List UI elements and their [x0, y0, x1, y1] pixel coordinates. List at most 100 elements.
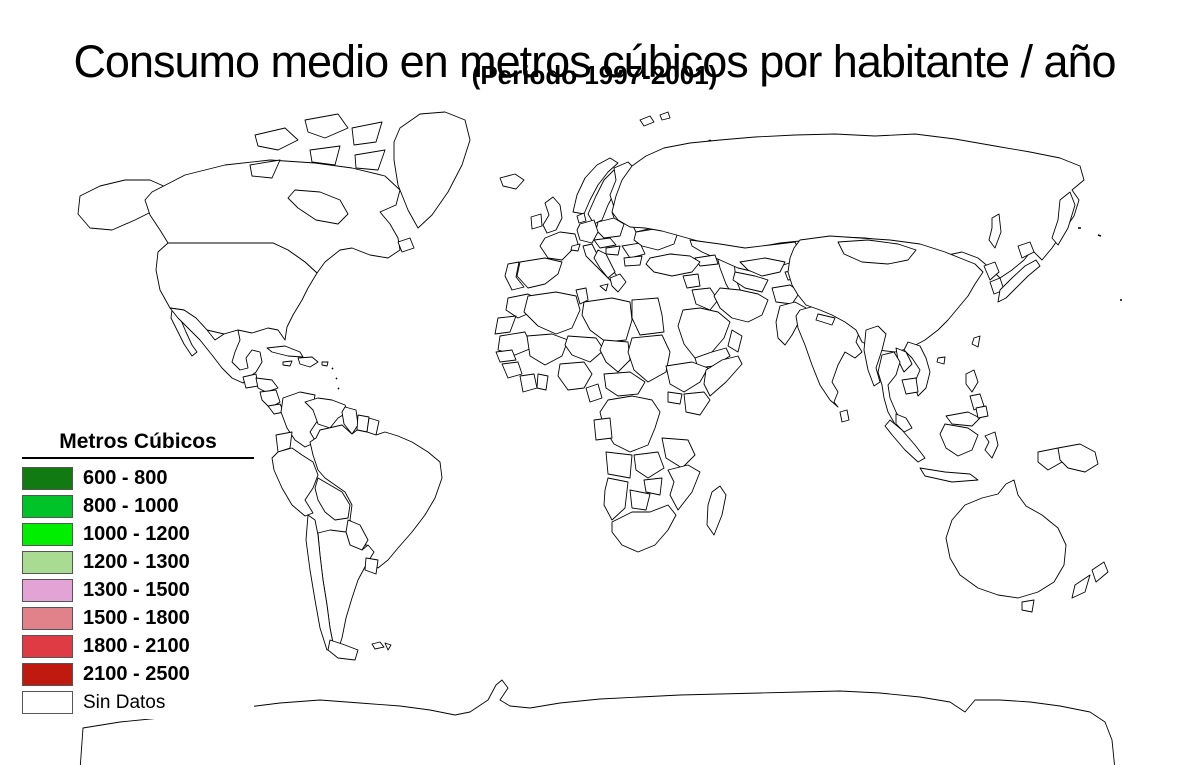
legend-label: Sin Datos [83, 691, 166, 713]
region-chile [305, 514, 335, 651]
region-saudi-arabia [677, 307, 731, 359]
legend-label: 1000 - 1200 [83, 523, 190, 545]
region-newfoundland [397, 237, 415, 253]
region-new-zealand-north [1091, 561, 1109, 583]
region-usa [155, 242, 318, 341]
region-nepal [815, 313, 836, 326]
legend-label: 1200 - 1300 [83, 551, 190, 573]
region-honduras [255, 377, 279, 393]
region-nigeria [557, 361, 593, 391]
region-romania [621, 242, 646, 259]
region-hainan [936, 356, 946, 365]
region-mali [526, 333, 569, 366]
region-balkans [593, 249, 616, 279]
region-arctic-island [254, 127, 299, 151]
region-iceland [499, 173, 525, 190]
region-egypt [631, 297, 665, 336]
region-algeria [523, 291, 581, 335]
legend-label: 1300 - 1500 [83, 579, 190, 601]
legend-label: 1800 - 2100 [83, 635, 190, 657]
region-austria-czech [593, 237, 617, 249]
region-spain [516, 257, 563, 289]
legend-swatch-sin-datos [22, 691, 73, 714]
region-bolivia [314, 477, 351, 521]
region-kenya [683, 391, 711, 416]
region-sudan [627, 334, 671, 383]
legend-swatch-1500-1800 [22, 607, 73, 630]
region-peru [271, 447, 319, 517]
region-china [787, 235, 984, 353]
region-uruguay [364, 557, 379, 575]
region-ethiopia [665, 361, 709, 393]
region-arctic-island [304, 113, 349, 139]
region-syria [682, 273, 701, 289]
region-chad [599, 339, 631, 373]
region-central-african-rep [603, 371, 646, 397]
pacific-island-specks [1078, 227, 1122, 301]
legend-row: Sin Datos [22, 691, 254, 714]
legend-swatch-800-1000 [22, 495, 73, 518]
region-libya [581, 297, 633, 343]
legend-swatch-600-800 [22, 467, 73, 490]
region-antarctica [79, 679, 1115, 765]
region-tanzania [661, 437, 696, 469]
region-tierra-del-fuego [327, 639, 359, 661]
region-cambodia [901, 377, 919, 395]
legend-row: 1500 - 1800 [22, 607, 254, 630]
region-turkmenistan [732, 271, 769, 293]
region-uzbekistan [739, 257, 786, 277]
region-zimbabwe [643, 477, 663, 496]
region-myanmar [863, 325, 887, 387]
region-mozambique [667, 464, 701, 511]
region-tasmania [1021, 599, 1035, 613]
region-mexico [169, 307, 263, 384]
region-new-zealand-south [1071, 574, 1091, 599]
region-malaysia-borneo [945, 411, 981, 427]
region-ecuador [275, 431, 293, 453]
region-niger [564, 335, 605, 363]
region-sicily [599, 283, 609, 292]
region-indonesia-java [919, 467, 979, 483]
region-hungary [605, 245, 621, 256]
region-indonesia-borneo [939, 423, 979, 457]
lesser-antilles-specks [331, 367, 340, 390]
region-greece [609, 273, 627, 293]
region-taiwan [971, 335, 981, 348]
legend-label: 800 - 1000 [83, 495, 179, 517]
region-indonesia-papua [1037, 447, 1063, 471]
region-hispaniola [297, 356, 319, 368]
region-indonesia-sumatra [884, 419, 926, 463]
region-vietnam [903, 341, 931, 397]
region-germany [576, 219, 599, 244]
region-norway [572, 157, 619, 215]
region-portugal [504, 261, 525, 291]
region-svalbard [639, 115, 655, 127]
region-arctic-island [249, 159, 281, 179]
region-guatemala [242, 373, 259, 389]
region-philippines-mindanao [975, 405, 989, 419]
legend-label: 600 - 800 [83, 467, 168, 489]
legend-row: 800 - 1000 [22, 495, 254, 518]
region-angola [605, 451, 633, 479]
legend-row: 1000 - 1200 [22, 523, 254, 546]
region-gabon [593, 417, 613, 441]
region-falklands [371, 641, 385, 650]
subtitle-dot: · [800, 58, 809, 88]
region-zambia [633, 451, 665, 479]
region-uk [542, 196, 563, 234]
region-cuba [266, 345, 304, 358]
region-mauritania [497, 331, 533, 356]
region-botswana [629, 489, 651, 511]
region-tunisia [575, 287, 589, 305]
page-subtitle: (Periodo 1997-2001) [471, 60, 718, 90]
hudson-bay-water [287, 189, 349, 225]
map-legend: Metros Cúbicos 600 - 800 800 - 1000 1000… [22, 430, 254, 719]
region-japan [997, 259, 1041, 303]
legend-swatch-1300-1500 [22, 579, 73, 602]
region-baja-california [170, 309, 198, 357]
region-afghanistan [771, 284, 801, 305]
region-western-sahara [494, 315, 517, 335]
legend-row: 600 - 800 [22, 467, 254, 490]
region-jamaica [282, 360, 293, 367]
